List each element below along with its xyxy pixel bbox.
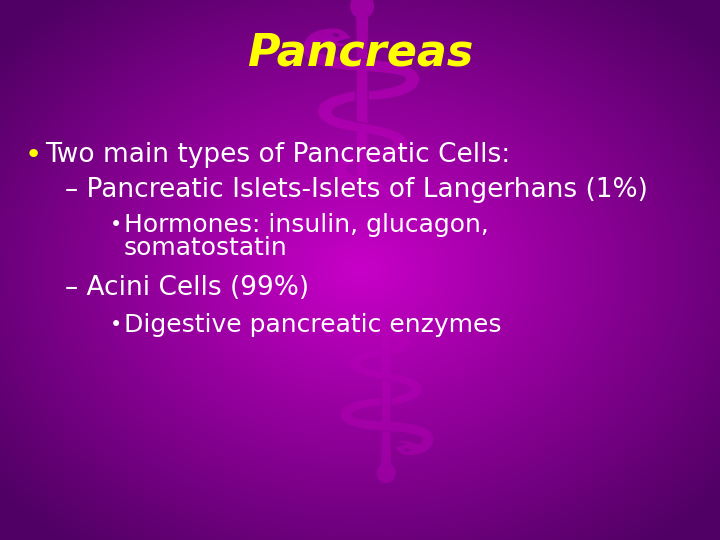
Text: •: •: [110, 315, 122, 335]
Text: – Pancreatic Islets-Islets of Langerhans (1%): – Pancreatic Islets-Islets of Langerhans…: [65, 177, 648, 203]
Text: •: •: [25, 141, 42, 169]
Text: Digestive pancreatic enzymes: Digestive pancreatic enzymes: [124, 313, 502, 337]
Text: •: •: [110, 215, 122, 235]
Text: somatostatin: somatostatin: [124, 236, 288, 260]
Text: Hormones: insulin, glucagon,: Hormones: insulin, glucagon,: [124, 213, 489, 237]
Text: ⚕: ⚕: [285, 0, 435, 255]
Text: Pancreas: Pancreas: [247, 31, 473, 75]
Text: – Acini Cells (99%): – Acini Cells (99%): [65, 275, 309, 301]
Text: Two main types of Pancreatic Cells:: Two main types of Pancreatic Cells:: [45, 142, 510, 168]
Text: ⚕: ⚕: [300, 273, 420, 487]
